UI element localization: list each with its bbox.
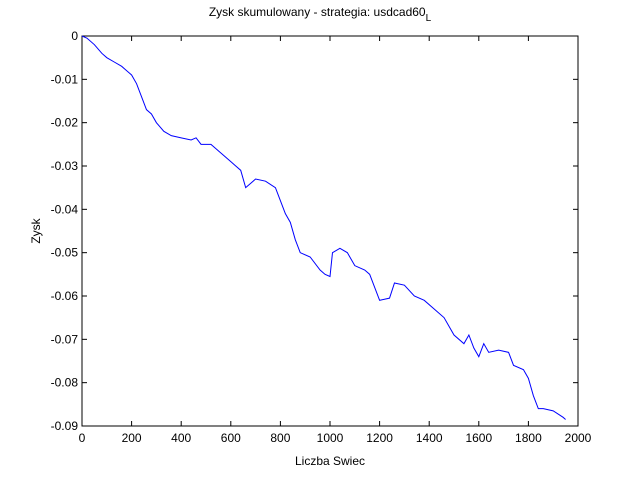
y-axis-label: Zysk xyxy=(29,217,43,243)
x-tick-label: 400 xyxy=(171,431,191,445)
x-tick-label: 800 xyxy=(270,431,290,445)
line-series xyxy=(81,35,566,420)
y-tick-label: -0.03 xyxy=(51,159,79,173)
y-tick-label: -0.02 xyxy=(51,116,79,130)
x-tick-label: 2000 xyxy=(565,431,592,445)
y-tick-label: -0.08 xyxy=(51,376,79,390)
x-tick-label: 0 xyxy=(79,431,86,445)
x-tick-label: 600 xyxy=(221,431,241,445)
x-axis-label: Liczba Swiec xyxy=(295,454,365,468)
y-tick-label: 0 xyxy=(71,29,78,43)
x-tick-label: 1600 xyxy=(465,431,492,445)
x-tick-label: 1200 xyxy=(366,431,393,445)
y-tick-label: -0.07 xyxy=(51,332,79,346)
chart-title: Zysk skumulowany - strategia: usdcad60L xyxy=(209,5,432,24)
x-tick-label: 1800 xyxy=(515,431,542,445)
y-tick-label: -0.04 xyxy=(51,202,79,216)
x-tick-label: 200 xyxy=(122,431,142,445)
title-main: Zysk skumulowany - strategia: usdcad60 xyxy=(209,5,426,19)
title-subscript: L xyxy=(426,13,432,24)
y-tick-label: -0.01 xyxy=(51,72,79,86)
y-tick-label: -0.05 xyxy=(51,246,79,260)
y-tick-label: -0.09 xyxy=(51,419,79,433)
x-tick-label: 1400 xyxy=(416,431,443,445)
x-tick-label: 1000 xyxy=(317,431,344,445)
y-tick-label: -0.06 xyxy=(51,289,79,303)
